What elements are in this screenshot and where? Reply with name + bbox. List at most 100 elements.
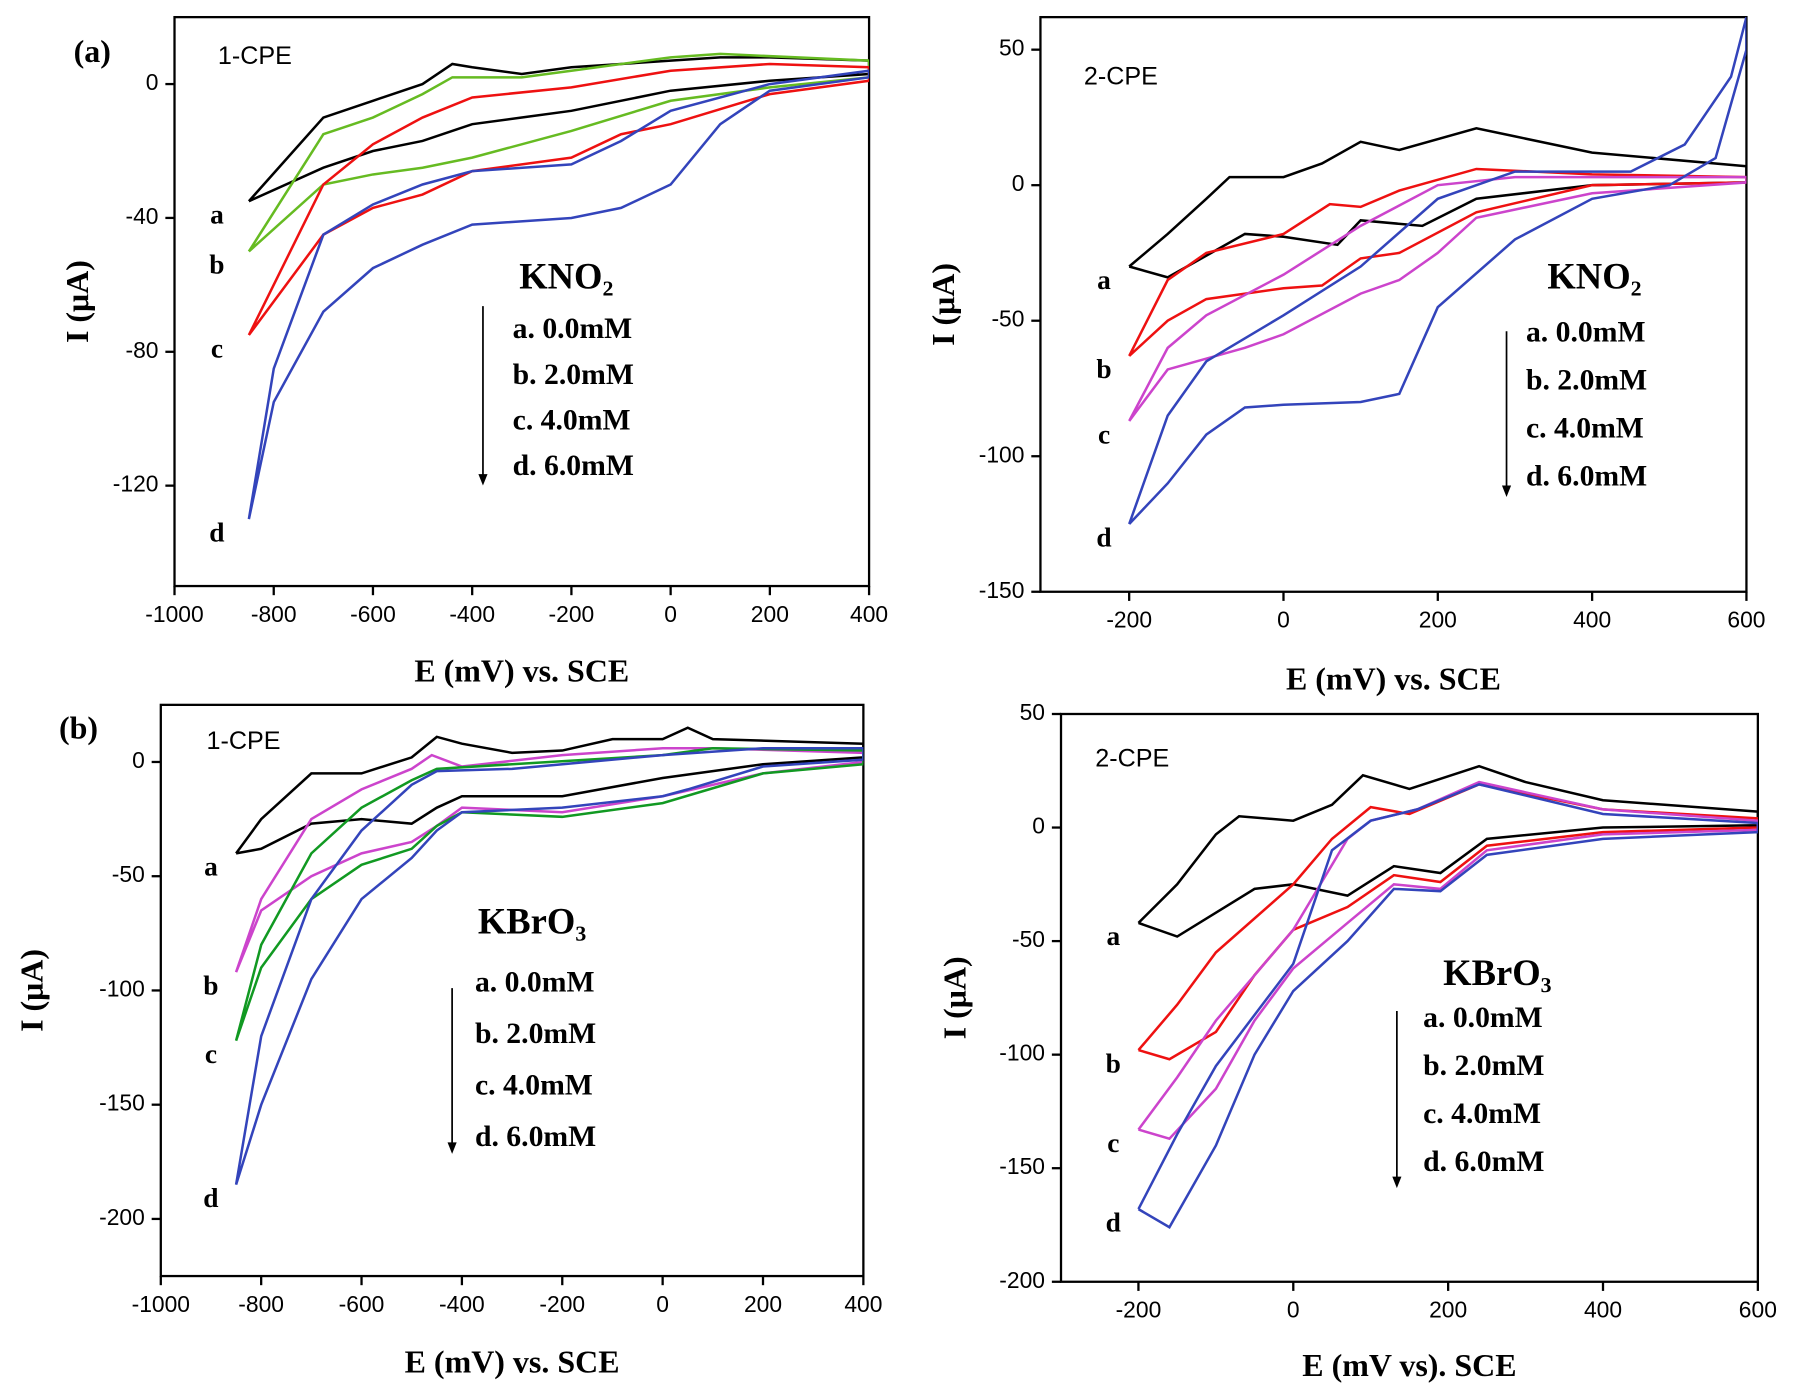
y-axis-title: I (μA)	[926, 263, 961, 346]
y-tick-label: -200	[99, 1204, 145, 1230]
cv-curve	[234, 747, 864, 973]
curves	[1137, 764, 1758, 1229]
x-tick-label: -600	[339, 1291, 385, 1317]
curve-label: b	[1106, 1048, 1121, 1078]
x-tick-label: -200	[549, 601, 595, 627]
curve-label: b	[209, 250, 224, 280]
plot-frame	[1039, 15, 1748, 593]
cv-curve	[1128, 126, 1747, 279]
panel-label: (b)	[59, 710, 98, 745]
y-tick-label: -50	[1012, 926, 1045, 952]
x-tick-label: 600	[1739, 1296, 1777, 1322]
x-axis-title: E (mV vs). SCE	[1302, 1348, 1516, 1383]
x-tick-label: 200	[1419, 606, 1457, 632]
compound-label: KBrO₃	[478, 901, 586, 942]
y-tick-label: -50	[112, 861, 145, 887]
legend-entry: d. 6.0mM	[513, 450, 634, 482]
cv-curve	[247, 62, 870, 336]
curves	[1128, 17, 1747, 525]
panel: -200 0 200 400 600 -150 -100 -50 0 50 E (mV) vs. S…	[926, 15, 1765, 696]
y-tick-label: 0	[132, 747, 145, 773]
cv-curve	[1128, 17, 1747, 525]
x-tick-label: -1000	[145, 601, 203, 627]
curves	[234, 726, 864, 1186]
y-tick-label: -50	[991, 306, 1024, 332]
electrode-label: 1-CPE	[206, 727, 280, 755]
curve-label: a	[210, 199, 224, 229]
electrode-label: 2-CPE	[1084, 62, 1158, 90]
x-tick-label: 200	[744, 1291, 782, 1317]
y-tick-label: -100	[99, 975, 145, 1001]
legend-arrowhead	[478, 474, 488, 486]
x-axis-title: E (mV) vs. SCE	[405, 1344, 620, 1379]
legend-entry: d. 6.0mM	[1526, 460, 1647, 492]
legend-entry: d. 6.0mM	[1423, 1146, 1544, 1178]
y-axis-title: I (μA)	[14, 949, 49, 1032]
x-tick-label: -400	[439, 1291, 485, 1317]
panel: -200 0 200 400 600 -200 -150 -100 -50 0 50 E (mV vs…	[938, 699, 1777, 1383]
electrode-label: 1-CPE	[218, 42, 292, 70]
x-tick-label: 600	[1727, 606, 1765, 632]
y-tick-label: -120	[113, 471, 159, 497]
legend-entry: c. 4.0mM	[475, 1069, 593, 1101]
x-tick-label: 0	[1287, 1296, 1300, 1322]
curve-label: d	[209, 517, 224, 547]
curve-label: d	[203, 1183, 218, 1213]
x-tick-label: 400	[850, 601, 888, 627]
panel: -1000 -800 -600 -400 -200 0 200 400-200-150-100…	[14, 703, 882, 1379]
x-tick-label: 0	[656, 1291, 669, 1317]
legend-arrowhead	[447, 1142, 457, 1154]
y-tick-label: -150	[979, 577, 1025, 603]
legend-entry: b. 2.0mM	[513, 359, 634, 391]
curve-label: d	[1106, 1207, 1121, 1237]
curve-label: b	[203, 970, 218, 1000]
x-tick-label: 200	[751, 601, 789, 627]
x-tick-label: -200	[539, 1291, 585, 1317]
legend-entry: c. 4.0mM	[1526, 412, 1644, 444]
legend-entry: d. 6.0mM	[475, 1121, 596, 1153]
cv-curve	[1137, 764, 1758, 938]
curve-label: a	[1097, 265, 1111, 295]
x-tick-label: -400	[449, 601, 495, 627]
cv-curve	[235, 726, 864, 855]
legend-arrowhead	[1392, 1176, 1402, 1189]
compound-label: KNO₂	[1547, 255, 1641, 296]
y-tick-label: 0	[1032, 813, 1045, 839]
compound-label: KNO₂	[519, 255, 613, 296]
cv-curve	[1128, 167, 1747, 357]
plot-frame	[173, 15, 871, 588]
x-tick-label: 0	[664, 601, 677, 627]
x-tick-label: -600	[350, 601, 396, 627]
curve-label: b	[1096, 354, 1111, 384]
x-tick-label: 400	[1584, 1296, 1622, 1322]
electrode-label: 2-CPE	[1095, 744, 1169, 772]
legend-entry: c. 4.0mM	[513, 404, 631, 436]
y-tick-label: -100	[979, 441, 1025, 467]
legend-entry: a. 0.0mM	[1423, 1002, 1543, 1034]
curve-label: c	[1107, 1128, 1119, 1158]
curve-label: c	[1098, 419, 1110, 449]
y-tick-label: -150	[99, 1090, 145, 1116]
y-tick-label: 50	[1020, 699, 1045, 725]
cv-curve	[1137, 780, 1758, 1141]
curve-label: d	[1096, 522, 1111, 552]
x-tick-label: 400	[844, 1291, 882, 1317]
x-tick-label: -1000	[132, 1291, 190, 1317]
y-axis-title: I (μA)	[938, 956, 973, 1039]
cv-curve	[247, 52, 870, 253]
y-tick-label: 0	[1012, 170, 1025, 196]
x-axis-title: E (mV) vs. SCE	[1286, 661, 1501, 696]
cv-curve	[234, 747, 864, 1186]
x-tick-label: -200	[1116, 1296, 1162, 1322]
cv-curve	[234, 747, 864, 1042]
curve-label: a	[204, 852, 218, 882]
curve-label: c	[211, 333, 223, 363]
x-axis-title: E (mV) vs. SCE	[414, 653, 629, 688]
curves	[247, 52, 870, 520]
y-tick-label: -40	[126, 203, 159, 229]
y-tick-label: -80	[126, 337, 159, 363]
legend-entry: b. 2.0mM	[1526, 365, 1647, 397]
y-tick-label: -150	[999, 1153, 1045, 1179]
x-tick-label: 0	[1277, 606, 1290, 632]
